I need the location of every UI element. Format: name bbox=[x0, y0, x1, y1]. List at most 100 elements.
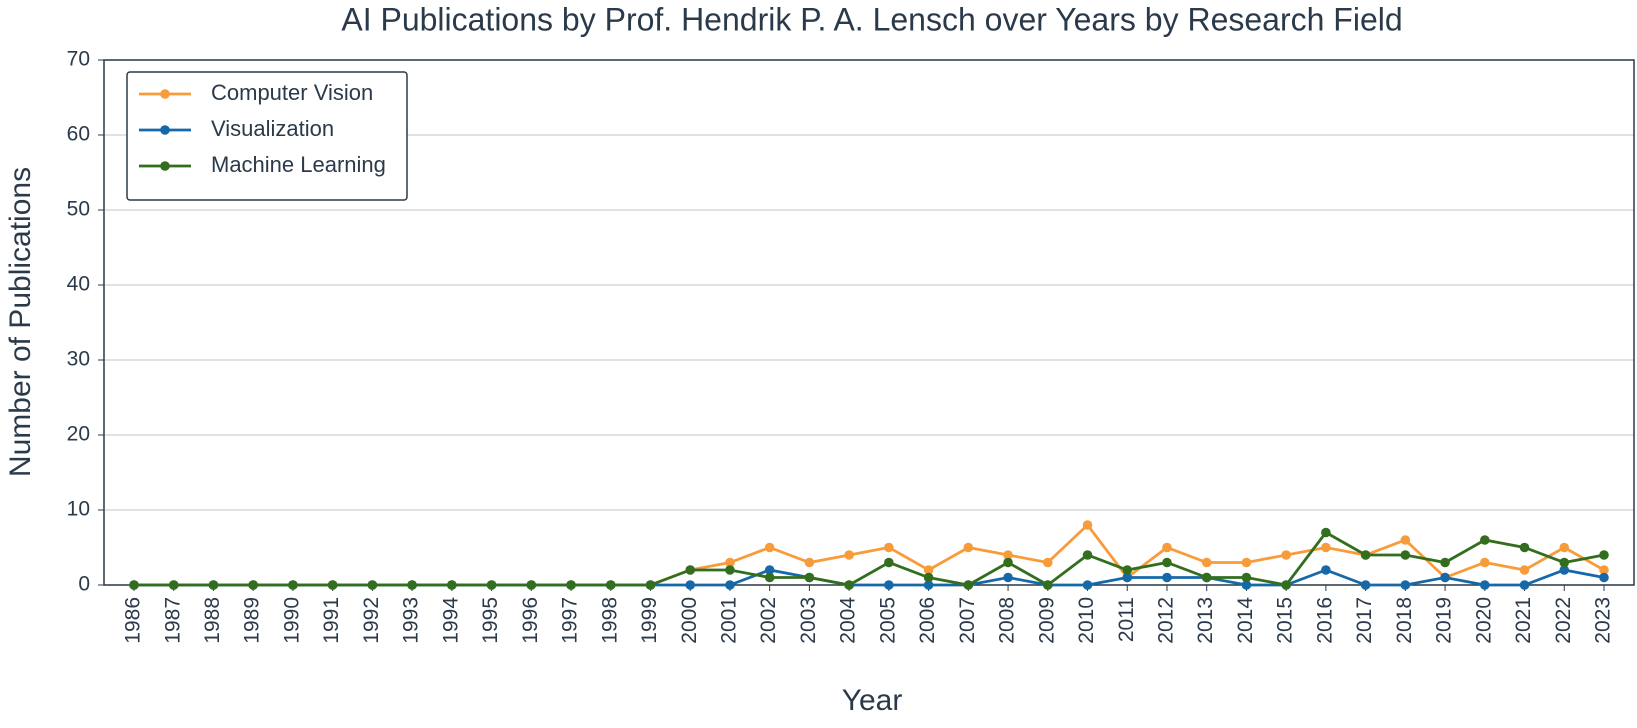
x-tick-label: 1994 bbox=[439, 597, 462, 644]
data-point bbox=[1042, 557, 1053, 568]
data-point bbox=[1162, 572, 1172, 583]
x-tick-label: 1988 bbox=[201, 597, 224, 644]
data-point bbox=[804, 572, 815, 583]
data-point bbox=[129, 580, 139, 590]
legend-marker bbox=[160, 125, 170, 135]
y-tick-label: 50 bbox=[67, 198, 90, 221]
data-point bbox=[1519, 542, 1530, 553]
data-point bbox=[327, 580, 338, 590]
x-tick-label: 1989 bbox=[241, 597, 264, 644]
data-point bbox=[1201, 557, 1212, 568]
data-point bbox=[764, 572, 775, 583]
data-point bbox=[1400, 550, 1411, 560]
data-point bbox=[1003, 557, 1013, 568]
x-tick-label: 1991 bbox=[320, 597, 343, 644]
legend-label: Visualization bbox=[211, 116, 334, 141]
x-tick-label: 1986 bbox=[122, 597, 145, 644]
data-point bbox=[1241, 580, 1252, 590]
data-point bbox=[764, 565, 775, 575]
x-tick-label: 2020 bbox=[1472, 597, 1495, 644]
data-point bbox=[685, 565, 696, 575]
data-point bbox=[1480, 557, 1490, 568]
x-tick-label: 2022 bbox=[1552, 597, 1575, 644]
data-point bbox=[923, 565, 934, 575]
data-point bbox=[1162, 557, 1172, 568]
data-point bbox=[367, 580, 378, 590]
x-tick-label: 1993 bbox=[400, 597, 423, 644]
data-point bbox=[725, 580, 735, 590]
data-point bbox=[1440, 557, 1450, 568]
data-point bbox=[1003, 550, 1013, 560]
data-point bbox=[1122, 565, 1133, 575]
x-axis-label: Year bbox=[842, 684, 903, 717]
x-tick-label: 2019 bbox=[1433, 597, 1456, 644]
x-tick-label: 2012 bbox=[1155, 597, 1178, 644]
data-point bbox=[1162, 542, 1172, 553]
data-point bbox=[526, 580, 537, 590]
x-tick-label: 2023 bbox=[1592, 597, 1615, 644]
data-point bbox=[447, 580, 457, 590]
x-tick-label: 2011 bbox=[1115, 597, 1138, 642]
data-point bbox=[1559, 565, 1570, 575]
data-point bbox=[685, 580, 696, 590]
chart-title: AI Publications by Prof. Hendrik P. A. L… bbox=[341, 1, 1402, 37]
data-point bbox=[963, 580, 974, 590]
y-tick-label: 10 bbox=[67, 498, 90, 521]
x-tick-label: 2001 bbox=[717, 597, 740, 644]
series-line bbox=[134, 530, 1605, 587]
x-tick-label: 1990 bbox=[280, 597, 303, 644]
x-tick-label: 1996 bbox=[519, 597, 542, 644]
data-point bbox=[1241, 572, 1252, 583]
data-point bbox=[1559, 557, 1570, 568]
x-tick-label: 2004 bbox=[837, 597, 860, 644]
x-tick-label: 2017 bbox=[1353, 597, 1376, 644]
data-point bbox=[725, 557, 735, 568]
data-point bbox=[884, 542, 894, 553]
x-tick-label: 2007 bbox=[956, 597, 979, 644]
data-point bbox=[288, 580, 298, 590]
data-point bbox=[963, 542, 974, 553]
data-point bbox=[1400, 535, 1411, 545]
data-point bbox=[1559, 542, 1570, 553]
x-tick-label: 1997 bbox=[559, 597, 582, 644]
data-point bbox=[764, 542, 775, 553]
x-tick-label: 2015 bbox=[1274, 597, 1297, 644]
data-point bbox=[725, 565, 735, 575]
data-point bbox=[844, 550, 854, 560]
data-point bbox=[1360, 580, 1371, 590]
x-tick-label: 2008 bbox=[996, 597, 1019, 644]
data-point bbox=[1201, 572, 1212, 583]
x-tick-label: 2018 bbox=[1393, 597, 1416, 644]
data-point bbox=[1082, 550, 1093, 560]
x-tick-label: 2000 bbox=[678, 597, 701, 644]
data-point bbox=[1480, 535, 1490, 545]
data-point bbox=[884, 557, 894, 568]
data-point bbox=[1400, 580, 1411, 590]
legend-box bbox=[126, 71, 408, 201]
data-point bbox=[884, 580, 894, 590]
data-point bbox=[566, 580, 576, 590]
y-axis-label: Number of Publications bbox=[4, 167, 37, 477]
data-point bbox=[1082, 580, 1093, 590]
data-point bbox=[1519, 565, 1530, 575]
y-tick-label: 60 bbox=[67, 123, 90, 146]
data-point bbox=[1321, 542, 1331, 553]
x-tick-label: 2014 bbox=[1234, 597, 1257, 644]
y-tick-label: 30 bbox=[67, 348, 90, 371]
x-tick-label: 2010 bbox=[1075, 597, 1098, 644]
data-point bbox=[1480, 580, 1490, 590]
x-tick-label: 2009 bbox=[1035, 597, 1058, 644]
x-tick-label: 2016 bbox=[1313, 597, 1336, 644]
data-point bbox=[605, 580, 616, 590]
x-tick-label: 2005 bbox=[876, 597, 899, 644]
data-point bbox=[248, 580, 258, 590]
data-point bbox=[407, 580, 417, 590]
data-point bbox=[1281, 550, 1291, 560]
y-tick-label: 40 bbox=[67, 273, 90, 296]
x-tick-label: 2006 bbox=[916, 597, 939, 644]
x-tick-label: 1992 bbox=[360, 597, 383, 644]
x-tick-label: 1987 bbox=[161, 597, 184, 644]
data-point bbox=[1082, 520, 1093, 530]
x-tick-label: 1998 bbox=[598, 597, 621, 644]
